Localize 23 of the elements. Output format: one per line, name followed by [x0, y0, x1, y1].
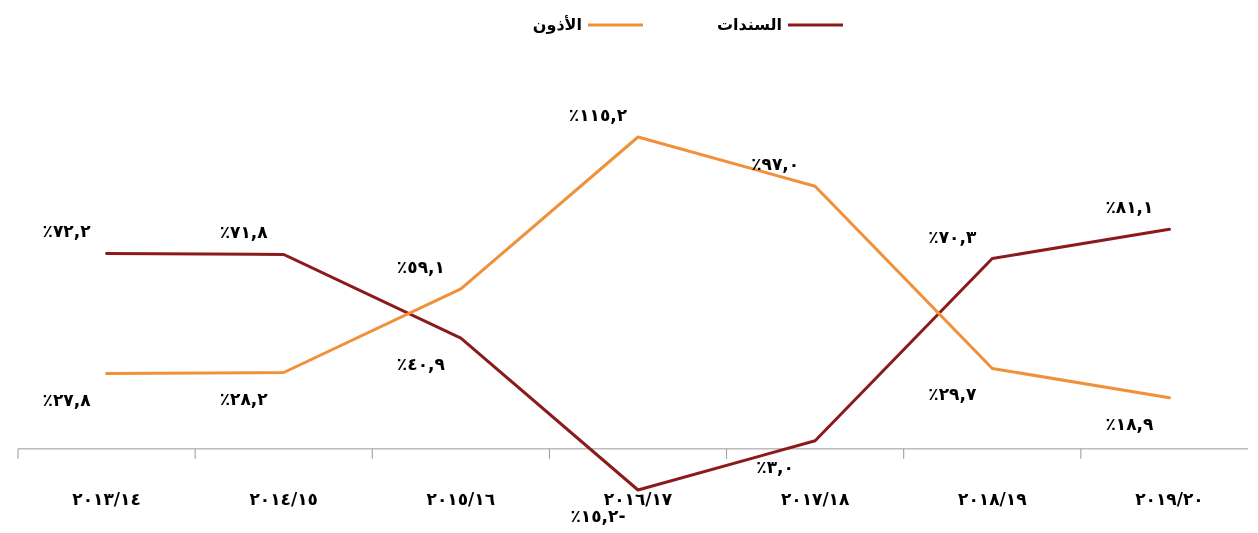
data-label: -١٥,٢٪	[570, 506, 626, 526]
x-tick-label: ٢٠١٦/١٧	[603, 488, 673, 509]
data-label: ٧٢,٢٪	[42, 221, 92, 242]
data-label: ٥٩,١٪	[396, 256, 445, 277]
data-label: ٧٠,٣٪	[928, 226, 977, 247]
x-tick-label: ٢٠١٤/١٥	[249, 488, 318, 509]
x-tick-label: ٢٠١٩/٢٠	[1135, 488, 1204, 509]
data-label: ١٨,٩٪	[1105, 413, 1155, 434]
data-label: ١١٥,٢٪	[568, 105, 628, 125]
x-tick-label: ٢٠١٥/١٦	[426, 488, 496, 509]
data-label: ٨١,١٪	[1105, 197, 1154, 218]
x-tick-label: ٢٠١٨/١٩	[958, 488, 1028, 509]
data-label: ٩٧,٠٪	[751, 154, 800, 175]
data-label: ٤٠,٩٪	[396, 354, 446, 375]
data-label: ٢٩,٧٪	[928, 384, 977, 405]
legend-label: السندات	[716, 15, 782, 34]
legend-label: الأذون	[532, 15, 582, 34]
x-tick-label: ٢٠١٣/١٤	[72, 488, 141, 509]
data-label: ٣,٠٪	[756, 456, 794, 477]
data-label: ٧١,٨٪	[219, 222, 269, 243]
x-tick-label: ٢٠١٧/١٨	[780, 488, 850, 509]
data-label: ٢٧,٨٪	[42, 389, 92, 410]
data-label: ٢٨,٢٪	[219, 388, 269, 409]
